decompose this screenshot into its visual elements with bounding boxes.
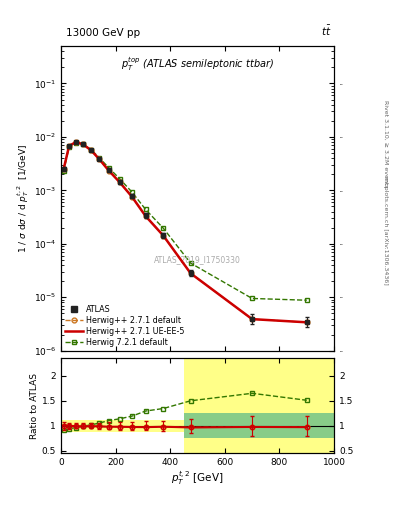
Text: 13000 GeV pp: 13000 GeV pp	[66, 29, 141, 38]
Text: Rivet 3.1.10, ≥ 3.2M events: Rivet 3.1.10, ≥ 3.2M events	[383, 99, 388, 187]
Text: ATLAS_2019_I1750330: ATLAS_2019_I1750330	[154, 255, 241, 264]
Text: $p_T^{top}$ (ATLAS semileptonic ttbar): $p_T^{top}$ (ATLAS semileptonic ttbar)	[121, 55, 274, 73]
Text: mcplots.cern.ch [arXiv:1306.3436]: mcplots.cern.ch [arXiv:1306.3436]	[383, 176, 388, 285]
Y-axis label: 1 / $\sigma$ d$\sigma$ / d $p_T^{t,2}$  [1/GeV]: 1 / $\sigma$ d$\sigma$ / d $p_T^{t,2}$ […	[15, 144, 31, 253]
Bar	[184, 358, 334, 453]
Y-axis label: Ratio to ATLAS: Ratio to ATLAS	[30, 373, 39, 439]
Bar	[61, 420, 184, 432]
Bar	[184, 413, 334, 438]
Legend: ATLAS, Herwig++ 2.7.1 default, Herwig++ 2.7.1 UE-EE-5, Herwig 7.2.1 default: ATLAS, Herwig++ 2.7.1 default, Herwig++ …	[65, 305, 184, 347]
X-axis label: $p_T^{t,2}$ [GeV]: $p_T^{t,2}$ [GeV]	[171, 470, 224, 487]
Text: $t\bar{t}$: $t\bar{t}$	[321, 25, 331, 38]
